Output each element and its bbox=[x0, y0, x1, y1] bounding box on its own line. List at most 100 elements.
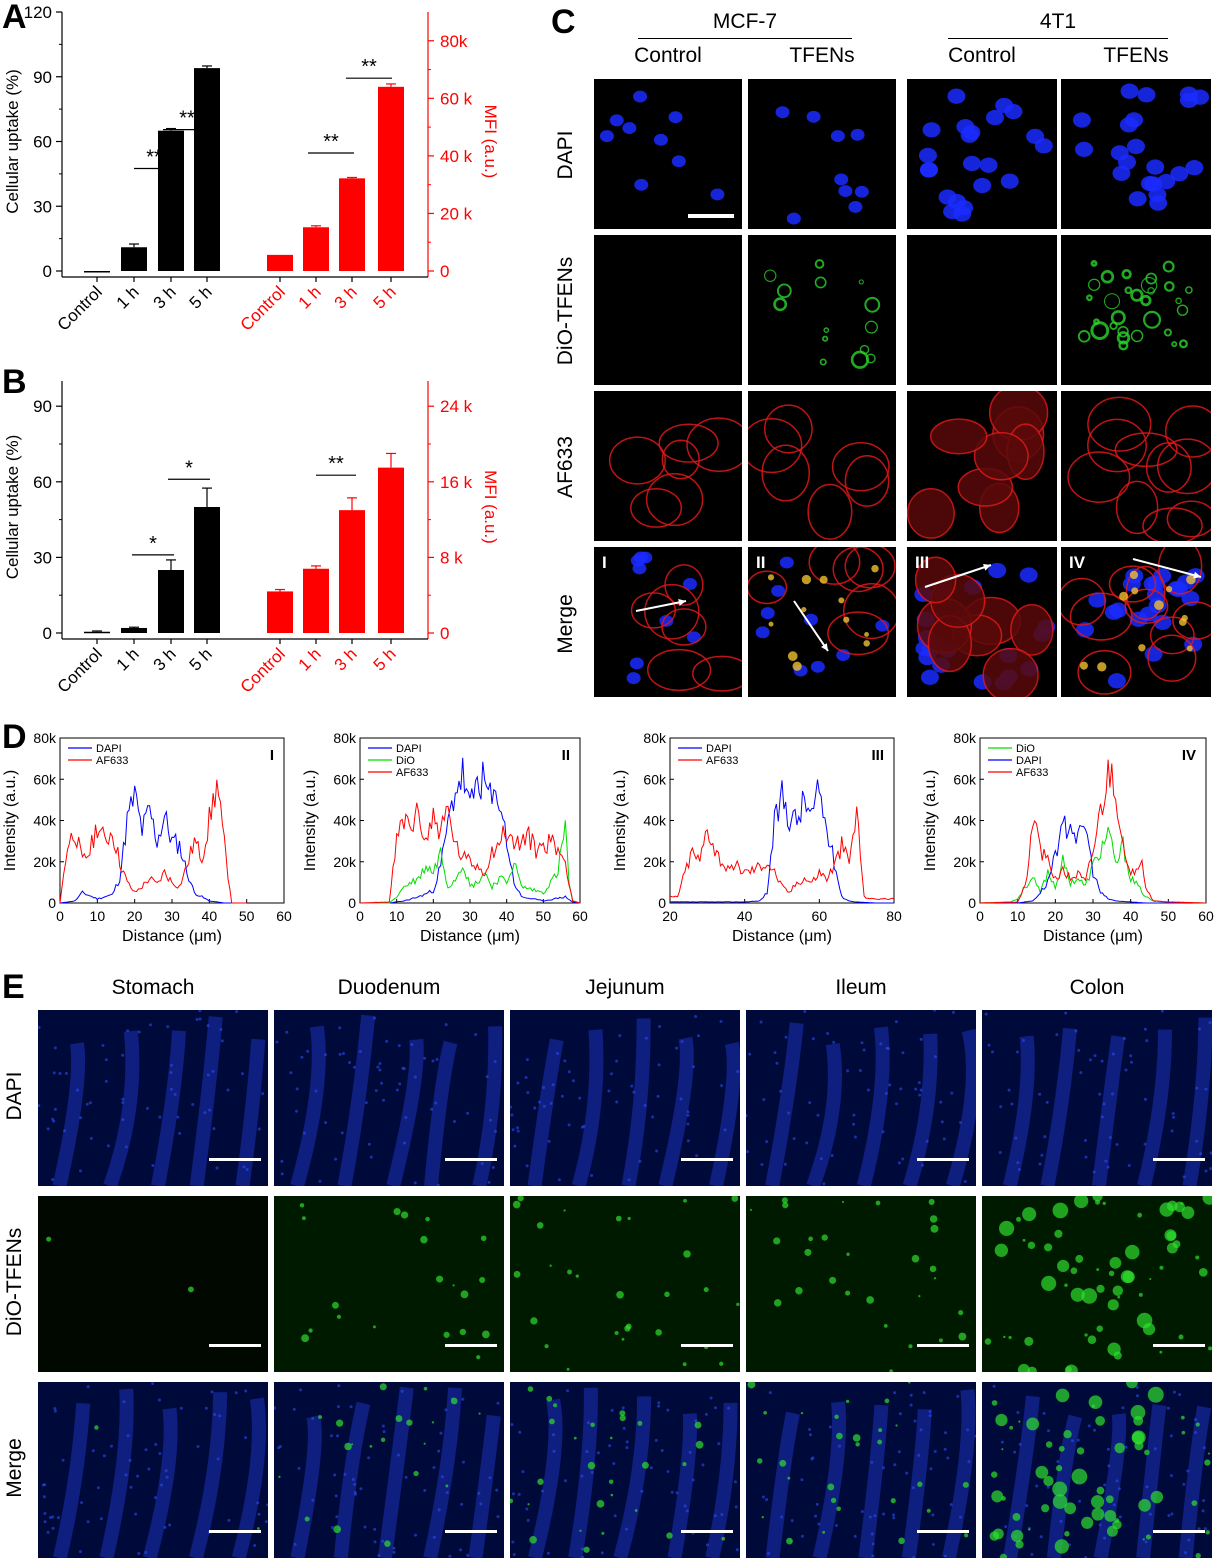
green-signal bbox=[958, 1310, 964, 1316]
nucleus bbox=[671, 155, 686, 168]
green-signal bbox=[1001, 1448, 1004, 1451]
tissue-nucleus bbox=[783, 1162, 787, 1166]
micrograph-merge-2: III bbox=[907, 547, 1057, 697]
tissue-nucleus bbox=[551, 1083, 555, 1087]
green-signal bbox=[637, 1420, 643, 1426]
tissue-nucleus bbox=[657, 1401, 661, 1405]
green-signal bbox=[537, 1478, 544, 1485]
membrane-outline bbox=[647, 648, 712, 692]
x-tick-label: 20 bbox=[662, 908, 678, 924]
micrograph-dapi-2 bbox=[907, 79, 1057, 229]
green-signal bbox=[852, 1434, 861, 1442]
x-tick-label: 0 bbox=[56, 908, 64, 924]
x-axis-title: Distance (μm) bbox=[732, 928, 832, 945]
green-signal bbox=[1171, 341, 1178, 348]
nucleus bbox=[919, 162, 938, 178]
green-signal bbox=[1018, 1420, 1021, 1423]
tissue-nucleus bbox=[1017, 1167, 1021, 1171]
green-signal bbox=[773, 1299, 782, 1307]
tissue-nucleus bbox=[1202, 1446, 1206, 1450]
nucleus bbox=[962, 155, 981, 172]
tissue-nucleus bbox=[461, 1397, 465, 1401]
green-signal bbox=[889, 1369, 893, 1372]
tissue-nucleus bbox=[773, 1051, 777, 1055]
y-tick-label: 60k bbox=[953, 771, 977, 787]
tissue-nucleus bbox=[240, 1072, 244, 1076]
tissue-villus bbox=[1093, 1413, 1127, 1558]
green-signal bbox=[1131, 1430, 1146, 1445]
tissue-nucleus bbox=[884, 1091, 888, 1095]
black-bar-3h bbox=[158, 130, 184, 271]
membrane-outline bbox=[1061, 577, 1106, 626]
tissue-nucleus bbox=[919, 1037, 923, 1041]
right-tick-label: 0 bbox=[440, 262, 449, 281]
tissue-nucleus bbox=[213, 1413, 217, 1417]
green-signal bbox=[1055, 1465, 1063, 1472]
tissue-nucleus bbox=[257, 1512, 261, 1516]
micrograph-svg bbox=[918, 88, 1053, 222]
tissue-duodenum-dio-tfens bbox=[274, 1196, 504, 1372]
tissue-nucleus bbox=[226, 1088, 230, 1092]
tissue-nucleus bbox=[376, 1065, 380, 1069]
tissue-nucleus bbox=[495, 1488, 499, 1492]
micrograph-af633-3 bbox=[1061, 391, 1211, 541]
tissue-nucleus bbox=[336, 1434, 340, 1438]
tissue-nucleus bbox=[351, 1477, 355, 1481]
green-signal bbox=[995, 1413, 1008, 1427]
nucleus bbox=[634, 178, 649, 191]
tissue-villus bbox=[231, 1397, 266, 1558]
micrograph-dapi-0 bbox=[594, 79, 742, 229]
tissue-nucleus bbox=[816, 1113, 820, 1117]
black-category-label: 3 h bbox=[150, 282, 180, 312]
tissue-nucleus bbox=[1104, 1159, 1108, 1163]
tissue-svg bbox=[510, 1386, 739, 1558]
green-signal bbox=[962, 1481, 969, 1488]
tissue-nucleus bbox=[925, 1139, 929, 1143]
nucleus bbox=[1088, 592, 1107, 608]
green-signal bbox=[333, 1525, 342, 1534]
tissue-nucleus bbox=[686, 1122, 690, 1126]
membrane-outline bbox=[1149, 616, 1195, 655]
tissue-nucleus bbox=[164, 1469, 168, 1473]
left-axis-title: Cellular uptake (%) bbox=[3, 435, 22, 580]
x-tick-label: 50 bbox=[239, 908, 255, 924]
membrane-outline bbox=[844, 547, 896, 589]
tissue-nucleus bbox=[1202, 1499, 1206, 1503]
tissue-nucleus bbox=[1178, 1393, 1182, 1397]
tissue-nucleus bbox=[625, 1440, 629, 1444]
tissue-nucleus bbox=[1186, 1469, 1190, 1473]
green-signal bbox=[1207, 1452, 1211, 1455]
black-category-label: Control bbox=[54, 282, 106, 334]
tissue-nucleus bbox=[38, 1104, 41, 1108]
tissue-nucleus bbox=[914, 1087, 918, 1091]
tissue-villus bbox=[946, 1028, 976, 1186]
tissue-ileum-dio-tfens bbox=[746, 1196, 976, 1372]
tissue-nucleus bbox=[984, 1012, 988, 1016]
green-signal bbox=[999, 1553, 1008, 1558]
green-signal bbox=[1191, 1500, 1198, 1507]
tissue-nucleus bbox=[280, 1172, 284, 1176]
tissue-nucleus bbox=[170, 1063, 174, 1067]
scale-bar bbox=[1153, 1344, 1205, 1347]
green-signal bbox=[332, 1301, 339, 1309]
green-signal bbox=[1077, 330, 1091, 343]
tissue-nucleus bbox=[768, 1391, 772, 1395]
nucleus bbox=[775, 106, 790, 119]
nucleus bbox=[1072, 112, 1091, 128]
tissue-nucleus bbox=[235, 1010, 239, 1014]
series-line-dio bbox=[360, 820, 581, 904]
green-signal bbox=[627, 1216, 631, 1221]
tissue-nucleus bbox=[901, 1157, 905, 1161]
green-signal bbox=[1116, 331, 1131, 345]
legend-label-af633: AF633 bbox=[96, 755, 128, 767]
tissue-nucleus bbox=[792, 1137, 796, 1141]
tissue-nucleus bbox=[644, 1036, 648, 1040]
series-line-dio bbox=[979, 826, 1206, 904]
tissue-nucleus bbox=[431, 1059, 435, 1063]
tissue-nucleus bbox=[404, 1475, 408, 1479]
plot-tag: II bbox=[562, 747, 570, 764]
tissue-nucleus bbox=[434, 1101, 438, 1105]
scale-bar bbox=[688, 214, 734, 218]
tissue-nucleus bbox=[879, 1042, 883, 1046]
tissue-nucleus bbox=[168, 1523, 172, 1527]
